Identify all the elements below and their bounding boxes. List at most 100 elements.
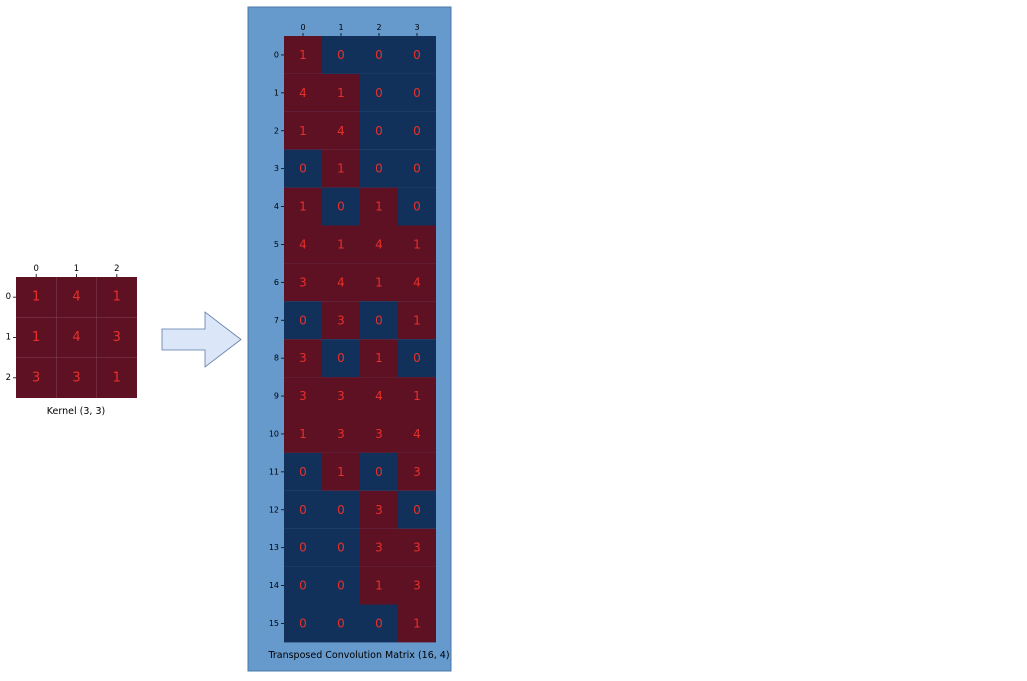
matrix-cell-value: 1 [375, 200, 383, 214]
matrix-cell [284, 490, 322, 529]
matrix-cell [284, 36, 322, 74]
matrix-cell-value: 1 [337, 465, 345, 479]
matrix-cell-value: 1 [299, 124, 307, 138]
matrix-row-tick-label: 15 [269, 619, 279, 628]
matrix-cell [360, 490, 398, 529]
matrix-cell-value: 0 [299, 162, 307, 176]
matrix-cell-value: 3 [299, 275, 307, 289]
matrix-row-tick-label: 0 [274, 50, 279, 59]
kernel-cell [96, 277, 137, 318]
kernel-cell [16, 317, 57, 358]
matrix-cell-value: 0 [375, 465, 383, 479]
matrix-cell-value: 0 [413, 351, 421, 365]
matrix-cell [360, 187, 398, 226]
matrix-cell [398, 149, 436, 188]
matrix-cell-value: 0 [299, 541, 307, 555]
matrix-row-tick-label: 5 [274, 240, 279, 249]
matrix-panel: 1 0 0 04 1 0 01 4 0 00 1 0 01 0 1 04 1 4 13 4 1 40 3 0 13 0 1 03 3 4 1… [247, 6, 452, 672]
matrix-cell-value: 3 [413, 541, 421, 555]
matrix-cell [284, 111, 322, 150]
matrix-col-tick-label: 0 [300, 23, 305, 32]
matrix-cell-value: 0 [337, 351, 345, 365]
matrix-cell-value: 0 [413, 124, 421, 138]
matrix-cell [398, 225, 436, 264]
matrix-cell-value: 0 [413, 86, 421, 100]
matrix-row-tick-label: 1 [274, 88, 279, 97]
matrix-cell [284, 452, 322, 491]
matrix-cell [322, 36, 360, 74]
matrix-cell [398, 566, 436, 605]
matrix-cells: 1 0 0 0 4 1 0 0 1 4 0 0 0 1 0 0 1 0 1 0 4 1 4 1 3 4 1 4 0 3 0 1 3 0 1 0 3 3 4 1… [284, 36, 436, 643]
right-arrow-icon [161, 311, 242, 368]
matrix-row-tick-label: 6 [274, 278, 279, 287]
matrix-cell-value: 0 [299, 579, 307, 593]
matrix-row-tick-label: 9 [274, 392, 279, 401]
matrix-cell-value: 0 [375, 124, 383, 138]
kernel-col-tick-label: 2 [114, 264, 119, 274]
matrix-cell-value: 1 [413, 389, 421, 403]
matrix-cell [398, 377, 436, 415]
matrix-cell-value: 1 [337, 162, 345, 176]
matrix-cell [398, 452, 436, 491]
matrix-cell [284, 339, 322, 378]
kernel-cell [56, 277, 97, 318]
kernel-col-tick-label: 1 [74, 264, 79, 274]
matrix-cell-value: 3 [337, 313, 345, 327]
matrix-cell-value: 0 [375, 616, 383, 630]
matrix-cell-value: 0 [413, 48, 421, 62]
matrix-cell [284, 73, 322, 112]
matrix-cell [284, 263, 322, 302]
matrix-cell-value: 0 [337, 503, 345, 517]
kernel-column-ticks: 0 1 2 [33, 264, 120, 277]
matrix-cell [284, 415, 322, 453]
kernel-cell-value: 4 [72, 330, 80, 345]
kernel-cell [56, 317, 97, 358]
matrix-cell-value: 3 [375, 503, 383, 517]
matrix-cell-value: 0 [337, 616, 345, 630]
kernel-row-tick-label: 0 [6, 292, 11, 302]
matrix-cell [322, 225, 360, 264]
matrix-cell [322, 377, 360, 415]
matrix-cell-value: 4 [413, 275, 421, 289]
kernel-cell [16, 277, 57, 318]
matrix-cell [360, 528, 398, 567]
matrix-row-tick-label: 7 [274, 316, 279, 325]
matrix-cell [398, 604, 436, 643]
matrix-cell-value: 4 [375, 237, 383, 251]
kernel-cell-value: 3 [113, 330, 121, 345]
matrix-cell [360, 604, 398, 643]
matrix-cell [284, 225, 322, 264]
matrix-row-tick-label: 2 [274, 126, 279, 135]
matrix-cell-value: 0 [413, 200, 421, 214]
matrix-cell [360, 415, 398, 453]
matrix-cell [360, 263, 398, 302]
matrix-cell [284, 149, 322, 188]
matrix-row-tick-label: 10 [269, 429, 279, 438]
kernel-col-tick-label: 0 [33, 264, 38, 274]
matrix-cell-value: 0 [337, 48, 345, 62]
matrix-cell-value: 4 [299, 237, 307, 251]
matrix-cell-value: 0 [413, 503, 421, 517]
matrix-cell [322, 415, 360, 453]
matrix-cell-value: 3 [299, 389, 307, 403]
kernel-cell-value: 4 [72, 290, 80, 305]
matrix-cell-value: 4 [413, 427, 421, 441]
kernel-cells: 1 4 1 1 4 3 3 3 1 [16, 277, 137, 398]
matrix-cell-value: 3 [375, 427, 383, 441]
matrix-cell-value: 0 [337, 200, 345, 214]
matrix-cell-value: 3 [375, 541, 383, 555]
matrix-cell-value: 3 [413, 579, 421, 593]
matrix-cell-value: 1 [337, 86, 345, 100]
matrix-cell [284, 377, 322, 415]
matrix-row-tick-label: 11 [269, 467, 279, 476]
matrix-cell [398, 415, 436, 453]
matrix-col-tick-label: 1 [338, 23, 343, 32]
kernel-cell-value: 3 [72, 370, 80, 385]
matrix-cell-value: 4 [375, 389, 383, 403]
matrix-cell-value: 1 [375, 275, 383, 289]
matrix-cell [284, 301, 322, 340]
matrix-cell [284, 604, 322, 643]
matrix-cell-value: 0 [337, 541, 345, 555]
matrix-cell [284, 528, 322, 567]
